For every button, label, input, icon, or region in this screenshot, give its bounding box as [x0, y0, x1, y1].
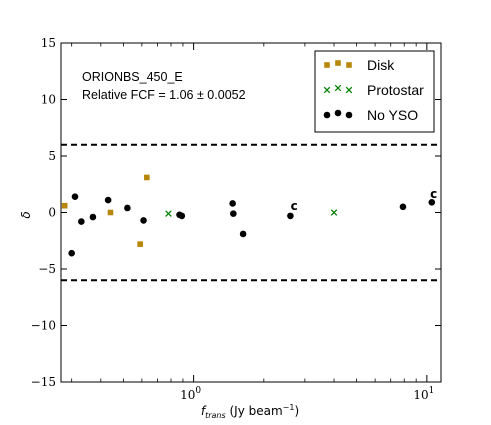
x-label-sub: trans — [205, 411, 226, 420]
data-points: cc — [61, 174, 437, 257]
legend-marker-protostar — [334, 84, 342, 92]
point-no-yso — [229, 200, 236, 207]
x-label-close: ) — [294, 404, 299, 418]
point-no-yso — [104, 196, 112, 204]
legend: Disk Protostar No YSO — [314, 50, 435, 133]
y-tick-label: 5 — [48, 149, 56, 163]
x-tick-label: 100 — [180, 386, 201, 402]
legend-markers — [323, 60, 353, 119]
axis-ticks: −15 −10 −5 0 5 10 15 100 101 — [31, 36, 441, 402]
legend-marker-protostar — [345, 86, 353, 94]
legend-label-protostar: Protostar — [367, 82, 424, 98]
point-no-yso — [239, 230, 247, 238]
point-disk — [107, 209, 114, 216]
point-annotation: c — [430, 187, 437, 201]
point-no-yso — [399, 203, 407, 211]
point-no-yso — [89, 213, 97, 221]
legend-marker-no-yso — [345, 111, 353, 119]
y-tick-label: 0 — [48, 206, 56, 220]
point-no-yso — [124, 204, 131, 212]
point-no-yso — [428, 199, 436, 206]
point-annotation: c — [291, 199, 298, 213]
point-no-yso — [78, 218, 85, 225]
point-no-yso — [178, 212, 186, 220]
point-no-yso — [140, 217, 147, 224]
point-protostar — [165, 210, 172, 217]
x-axis-label: ftrans (Jy beam−1) — [201, 403, 299, 420]
legend-marker-no-yso — [334, 109, 342, 117]
point-protostar — [330, 209, 338, 216]
y-tick-label: 15 — [41, 36, 56, 50]
legend-label-disk: Disk — [367, 57, 395, 73]
point-no-yso — [287, 212, 294, 220]
point-disk — [137, 241, 143, 247]
dataset-label: ORIONBS_450_E — [82, 70, 183, 84]
fcf-label: Relative FCF = 1.06 ± 0.0052 — [82, 88, 246, 102]
y-tick-label: 10 — [41, 93, 56, 107]
x-label-unit: (Jy beam — [226, 404, 283, 418]
point-no-yso — [230, 210, 237, 217]
y-tick-label: −10 — [31, 319, 56, 333]
y-tick-label: −15 — [31, 375, 56, 389]
x-label-sup: −1 — [283, 403, 295, 412]
legend-marker-disk — [335, 60, 341, 66]
point-no-yso — [71, 193, 79, 200]
x-tick-label: 101 — [413, 386, 434, 402]
point-disk — [61, 202, 68, 209]
x-label-f: f — [201, 404, 207, 418]
legend-marker-disk — [324, 62, 330, 68]
reference-lines — [61, 143, 441, 282]
point-disk — [144, 174, 150, 181]
legend-marker-disk — [346, 62, 352, 68]
point-no-yso — [68, 249, 75, 257]
legend-box — [314, 50, 435, 133]
y-tick-label: −5 — [38, 262, 56, 276]
legend-marker-protostar — [323, 86, 331, 94]
y-axis-label: δ — [19, 211, 33, 218]
legend-marker-no-yso — [323, 111, 331, 119]
legend-label-no-yso: No YSO — [367, 107, 418, 123]
